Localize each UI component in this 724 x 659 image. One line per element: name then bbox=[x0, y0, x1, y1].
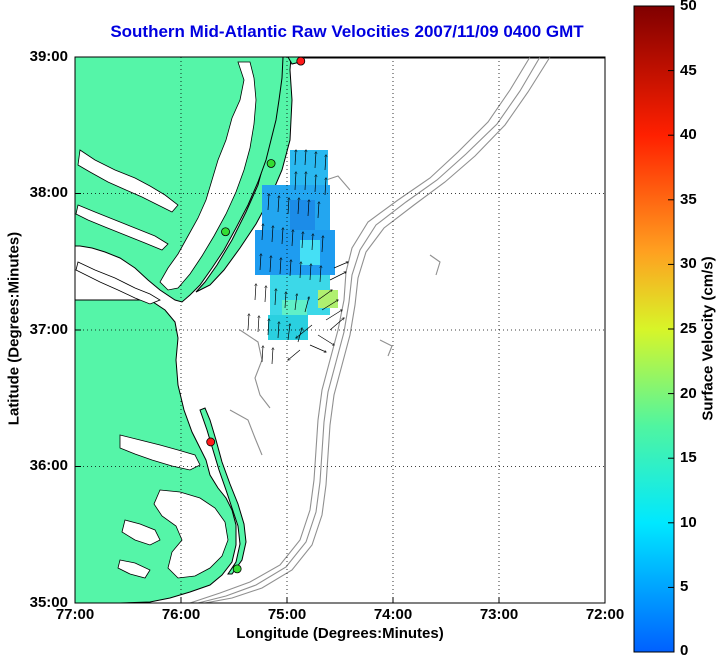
colorbar-ticks bbox=[668, 70, 674, 588]
colorbar-tick-label: 0 bbox=[680, 642, 689, 659]
radar-station-marker bbox=[266, 159, 276, 168]
x-tick-label: 76:00 bbox=[161, 606, 201, 623]
colorbar-tick-label: 15 bbox=[680, 449, 697, 466]
velocity-vectors bbox=[248, 150, 348, 365]
y-tick-label: 39:00 bbox=[29, 48, 68, 65]
albemarle-sound bbox=[119, 434, 201, 471]
radar-stations bbox=[206, 56, 306, 574]
radar-station-marker bbox=[221, 227, 230, 237]
x-tick-label: 74:00 bbox=[373, 606, 413, 623]
colorbar-tick-label: 10 bbox=[680, 514, 697, 531]
grid-lines bbox=[75, 57, 605, 603]
x-tick-label: 77:00 bbox=[55, 606, 95, 623]
rappahannock-river bbox=[75, 204, 169, 251]
axis-ticks bbox=[75, 193, 500, 603]
colorbar-tick-label: 20 bbox=[680, 385, 697, 402]
colorbar bbox=[633, 5, 675, 653]
x-tick-label: 72:00 bbox=[585, 606, 625, 623]
y-tick-label: 36:00 bbox=[29, 457, 68, 474]
radar-station-marker bbox=[232, 564, 242, 574]
x-tick-label: 73:00 bbox=[479, 606, 519, 623]
y-tick-label: 38:00 bbox=[29, 184, 68, 201]
y-axis-label: Latitude (Degrees:Minutes) bbox=[5, 231, 23, 426]
colorbar-tick-label: 50 bbox=[680, 0, 697, 14]
radar-station-marker bbox=[206, 437, 216, 447]
outer-banks bbox=[199, 407, 247, 575]
colorbar-label: Surface Velocity (cm/s) bbox=[699, 256, 717, 421]
y-tick-label: 37:00 bbox=[29, 321, 68, 338]
colorbar-tick-label: 25 bbox=[680, 320, 697, 337]
pamlico-sound bbox=[153, 489, 229, 579]
y-tick-label: 35:00 bbox=[29, 594, 68, 611]
chesapeake-bay bbox=[159, 61, 257, 291]
sound-inlet bbox=[121, 519, 161, 546]
colorbar-tick-label: 45 bbox=[680, 62, 697, 79]
delmarva-peninsula bbox=[75, 57, 284, 303]
x-tick-label: 75:00 bbox=[267, 606, 307, 623]
sound-inlet-south bbox=[117, 559, 151, 579]
map-title: Southern Mid-Atlantic Raw Velocities 200… bbox=[110, 22, 584, 41]
potomac-river bbox=[77, 149, 179, 213]
colorbar-tick-label: 40 bbox=[680, 126, 697, 143]
colorbar-tick-label: 35 bbox=[680, 191, 697, 208]
colorbar-tick-label: 30 bbox=[680, 255, 697, 272]
x-axis-label: Longitude (Degrees:Minutes) bbox=[236, 625, 444, 642]
radar-station-marker bbox=[296, 56, 306, 66]
colorbar-tick-label: 5 bbox=[680, 578, 689, 595]
james-river bbox=[75, 261, 161, 305]
